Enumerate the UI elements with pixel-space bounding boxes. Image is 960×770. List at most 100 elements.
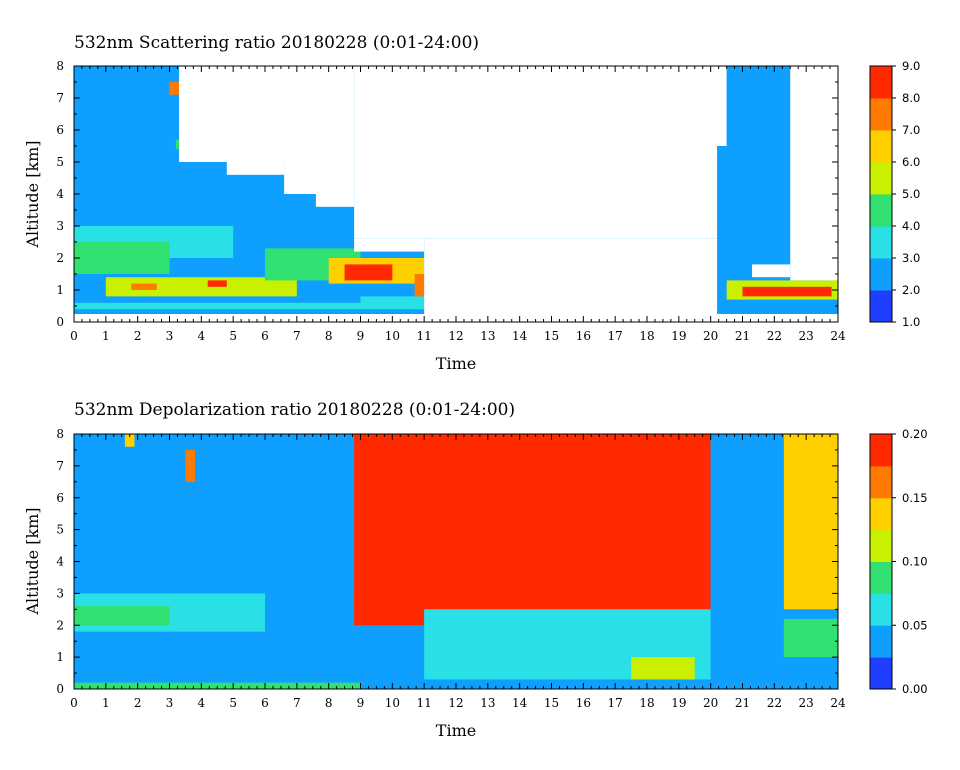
data-region bbox=[207, 280, 227, 287]
x-tick-label: 22 bbox=[767, 329, 782, 343]
no-data-region bbox=[707, 238, 718, 314]
colorbar-swatch bbox=[870, 194, 892, 227]
x-tick-label: 9 bbox=[357, 329, 365, 343]
y-tick-label: 6 bbox=[56, 491, 64, 505]
x-tick-label: 17 bbox=[608, 696, 623, 710]
colorbar-tick-label: 3.0 bbox=[902, 251, 920, 265]
data-region bbox=[783, 434, 838, 610]
x-tick-label: 2 bbox=[134, 329, 142, 343]
x-tick-label: 0 bbox=[70, 696, 78, 710]
x-tick-label: 13 bbox=[480, 696, 495, 710]
x-tick-label: 2 bbox=[134, 696, 142, 710]
no-data-region bbox=[424, 238, 708, 314]
x-tick-label: 4 bbox=[198, 696, 206, 710]
x-tick-label: 14 bbox=[512, 329, 528, 343]
data-region bbox=[742, 286, 832, 297]
x-tick-label: 12 bbox=[448, 696, 463, 710]
data-region bbox=[354, 593, 425, 626]
y-tick-label: 5 bbox=[56, 155, 64, 169]
data-region bbox=[124, 434, 135, 447]
colorbar-swatch bbox=[870, 561, 892, 594]
colorbar-swatch bbox=[870, 465, 892, 499]
data-region bbox=[131, 283, 157, 290]
data-region bbox=[360, 296, 441, 310]
x-tick-label: 3 bbox=[166, 329, 174, 343]
scattering-ratio-plot: 0 1 2 3 4 5 6 7 8 9 10 11 12 13 14 15 16 17 18 19 20 21 22 23 24… bbox=[56, 59, 846, 343]
x-tick-label: 1 bbox=[102, 329, 110, 343]
x-tick-label: 21 bbox=[735, 696, 750, 710]
data-region bbox=[631, 657, 695, 680]
x-tick-label: 17 bbox=[608, 329, 623, 343]
colorbar-swatch bbox=[870, 162, 892, 195]
x-tick-label: 23 bbox=[799, 329, 814, 343]
y-tick-label: 3 bbox=[56, 586, 64, 600]
colorbar-tick-label: 7.0 bbox=[902, 123, 920, 137]
data-region bbox=[783, 618, 838, 658]
no-data-region bbox=[354, 238, 425, 252]
colorbar-swatch bbox=[870, 130, 892, 163]
y-tick-label: 0 bbox=[56, 315, 64, 329]
scattering-ratio-panel: 532nm Scattering ratio 20180228 (0:01-24… bbox=[23, 33, 920, 373]
x-tick-label: 16 bbox=[576, 696, 591, 710]
x-tick-label: 21 bbox=[735, 329, 750, 343]
y-axis-label-scattering: Altitude [km] bbox=[23, 140, 42, 248]
colorbar-tick-label: 0.20 bbox=[902, 427, 928, 441]
depolarization-ratio-plot: 0 1 2 3 4 5 6 7 8 9 10 11 12 13 14 15 16 17 18 19 20 21 22 23 24… bbox=[56, 427, 846, 710]
no-data-region bbox=[284, 162, 355, 194]
x-tick-label: 15 bbox=[544, 696, 559, 710]
y-tick-label: 2 bbox=[56, 251, 64, 265]
y-axis-label-depolarization: Altitude [km] bbox=[23, 507, 42, 615]
x-tick-label: 19 bbox=[671, 329, 686, 343]
y-tick-label: 1 bbox=[56, 650, 64, 664]
x-tick-label: 1 bbox=[102, 696, 110, 710]
x-tick-label: 0 bbox=[70, 329, 78, 343]
colorbar-swatch bbox=[870, 593, 892, 626]
x-tick-label: 11 bbox=[417, 329, 432, 343]
y-tick-label: 2 bbox=[56, 618, 64, 632]
x-tick-label: 20 bbox=[703, 329, 718, 343]
data-region bbox=[169, 82, 180, 95]
x-tick-label: 13 bbox=[480, 329, 495, 343]
data-region bbox=[354, 434, 711, 610]
colorbar-tick-label: 0.05 bbox=[902, 618, 928, 632]
no-data-region bbox=[179, 66, 355, 162]
colorbar-tick-label: 4.0 bbox=[902, 219, 920, 233]
x-tick-label: 5 bbox=[229, 696, 237, 710]
x-tick-label: 20 bbox=[703, 696, 718, 710]
x-tick-label: 6 bbox=[261, 696, 269, 710]
y-tick-label: 8 bbox=[56, 59, 64, 73]
colorbar-swatch bbox=[870, 98, 892, 131]
scattering-ratio-colorbar: 1.0 2.0 3.0 4.0 5.0 6.0 7.0 8.0 9.0 bbox=[869, 59, 920, 329]
y-tick-label: 4 bbox=[56, 555, 64, 569]
x-tick-label: 6 bbox=[261, 329, 269, 343]
x-tick-label: 23 bbox=[799, 696, 814, 710]
y-tick-label: 7 bbox=[56, 91, 64, 105]
no-data-region bbox=[226, 162, 285, 175]
data-region bbox=[74, 302, 361, 310]
colorbar-swatch bbox=[870, 625, 892, 658]
x-tick-label: 14 bbox=[512, 696, 528, 710]
x-tick-label: 8 bbox=[325, 329, 333, 343]
x-tick-label: 12 bbox=[448, 329, 463, 343]
x-tick-label: 9 bbox=[357, 696, 365, 710]
no-data-region bbox=[790, 66, 838, 281]
x-tick-label: 16 bbox=[576, 329, 591, 343]
depolarization-ratio-colorbar: 0.00 0.05 0.10 0.15 0.20 bbox=[869, 427, 928, 696]
colorbar-tick-label: 8.0 bbox=[902, 91, 920, 105]
data-region bbox=[105, 277, 297, 297]
colorbar-swatch bbox=[870, 290, 892, 323]
x-tick-label: 8 bbox=[325, 696, 333, 710]
data-region bbox=[74, 606, 170, 626]
y-tick-label: 6 bbox=[56, 123, 64, 137]
data-region bbox=[74, 82, 170, 156]
data-region bbox=[74, 242, 170, 274]
x-tick-label: 10 bbox=[385, 329, 400, 343]
y-tick-label: 5 bbox=[56, 523, 64, 537]
no-data-region bbox=[713, 66, 727, 146]
data-region bbox=[74, 513, 361, 562]
x-tick-label: 7 bbox=[293, 329, 301, 343]
colorbar-tick-label: 2.0 bbox=[902, 283, 920, 297]
x-tick-label: 4 bbox=[198, 329, 206, 343]
colorbar-tick-label: 9.0 bbox=[902, 59, 920, 73]
